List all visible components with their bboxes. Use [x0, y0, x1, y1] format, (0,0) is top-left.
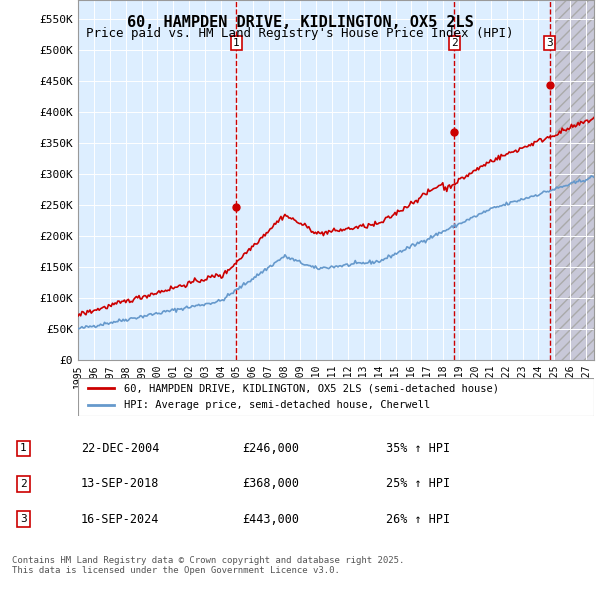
Text: 16-SEP-2024: 16-SEP-2024	[81, 513, 160, 526]
Text: £443,000: £443,000	[242, 513, 299, 526]
Text: £246,000: £246,000	[242, 442, 299, 455]
Text: 35% ↑ HPI: 35% ↑ HPI	[386, 442, 451, 455]
Text: 1: 1	[20, 444, 27, 453]
Text: 25% ↑ HPI: 25% ↑ HPI	[386, 477, 451, 490]
Text: 3: 3	[547, 38, 553, 48]
Text: 3: 3	[20, 514, 27, 524]
Text: Price paid vs. HM Land Registry's House Price Index (HPI): Price paid vs. HM Land Registry's House …	[86, 27, 514, 40]
Text: 26% ↑ HPI: 26% ↑ HPI	[386, 513, 451, 526]
Text: 2: 2	[451, 38, 458, 48]
Text: Contains HM Land Registry data © Crown copyright and database right 2025.
This d: Contains HM Land Registry data © Crown c…	[12, 556, 404, 575]
Bar	[554, 0, 594, 360]
Text: 22-DEC-2004: 22-DEC-2004	[81, 442, 160, 455]
Text: £368,000: £368,000	[242, 477, 299, 490]
Text: 13-SEP-2018: 13-SEP-2018	[81, 477, 160, 490]
Text: 2: 2	[20, 479, 27, 489]
Text: 60, HAMPDEN DRIVE, KIDLINGTON, OX5 2LS: 60, HAMPDEN DRIVE, KIDLINGTON, OX5 2LS	[127, 15, 473, 30]
Text: 1: 1	[233, 38, 239, 48]
Text: HPI: Average price, semi-detached house, Cherwell: HPI: Average price, semi-detached house,…	[124, 400, 431, 410]
FancyBboxPatch shape	[78, 378, 594, 416]
Text: 60, HAMPDEN DRIVE, KIDLINGTON, OX5 2LS (semi-detached house): 60, HAMPDEN DRIVE, KIDLINGTON, OX5 2LS (…	[124, 384, 499, 394]
